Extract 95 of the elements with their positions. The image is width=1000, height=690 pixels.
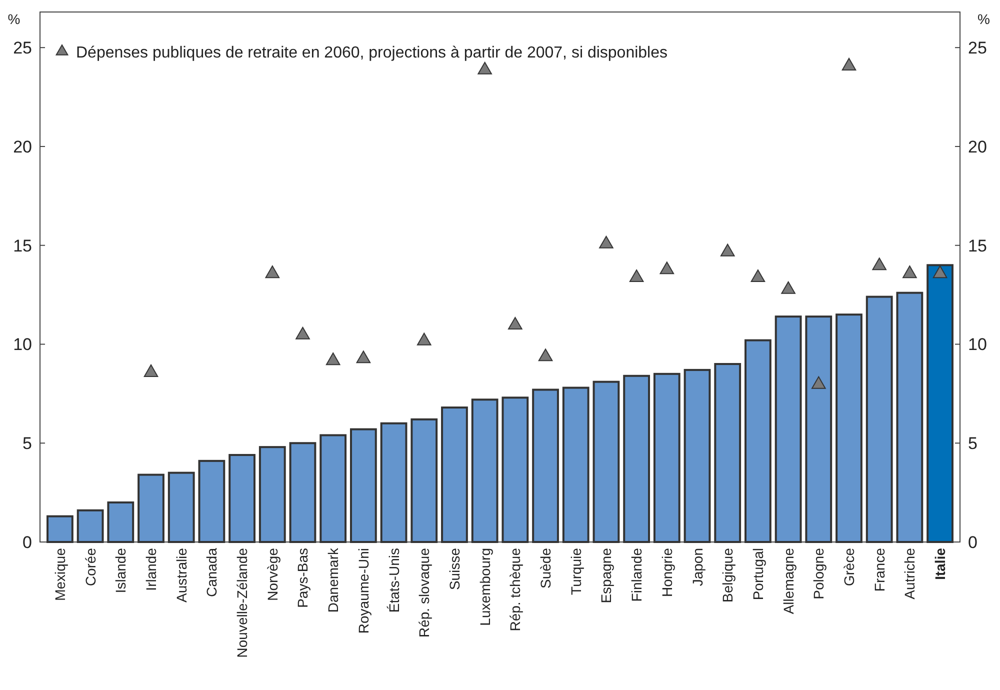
x-tick-label: Nouvelle-Zélande — [234, 548, 250, 658]
bar — [532, 388, 559, 543]
point — [660, 262, 674, 274]
x-tick-label: Allemagne — [780, 548, 796, 614]
x-tick-label: Japon — [689, 548, 706, 586]
bar — [258, 446, 286, 543]
x-tick-label: Rép. slovaque — [416, 548, 432, 638]
x-tick-label: Corée — [82, 548, 98, 586]
y-tick-label: 0 — [22, 532, 32, 552]
legend-label: Dépenses publiques de retraite en 2060, projections à partir de 2007, si disponibles — [76, 44, 668, 62]
point — [842, 58, 856, 70]
bar — [805, 316, 832, 543]
bar — [46, 515, 74, 543]
x-tick-label: Irlande — [143, 548, 160, 591]
point — [508, 316, 522, 330]
bar — [592, 380, 620, 543]
y-tick-label: 25 — [13, 38, 32, 58]
bar — [684, 368, 711, 543]
x-tick-label: Royaume-Uni — [355, 548, 372, 634]
bar — [168, 472, 195, 543]
bar — [653, 372, 680, 543]
x-tick-label: Turquie — [568, 548, 584, 595]
y2-axis-title: % — [978, 11, 990, 27]
y-tick-label: 10 — [13, 335, 32, 354]
x-tick-label: Mexique — [52, 548, 68, 601]
bar — [138, 474, 164, 543]
y2-tick-label: 0 — [968, 532, 978, 552]
bar — [623, 374, 650, 543]
bar — [926, 264, 954, 543]
x-tick-label: Italie — [932, 548, 948, 580]
point — [932, 266, 948, 278]
point — [265, 266, 280, 278]
x-tick-label: France — [871, 548, 888, 592]
bar — [76, 509, 104, 543]
x-tick-label: Suisse — [446, 548, 462, 590]
bar — [350, 428, 377, 543]
bar — [774, 316, 802, 543]
bar — [441, 406, 468, 543]
point — [629, 270, 644, 282]
x-tick-label: Rép. tchèque — [507, 548, 524, 632]
x-tick-label: Suède — [538, 548, 554, 588]
point — [296, 326, 310, 340]
point — [720, 244, 735, 256]
y-tick-label: 5 — [22, 434, 32, 454]
point — [356, 350, 371, 364]
bar — [866, 296, 893, 543]
bar — [562, 386, 590, 543]
y-axis-title: % — [8, 11, 20, 27]
bar — [896, 292, 924, 543]
point — [750, 270, 766, 282]
y2-tick-label: 25 — [968, 38, 987, 58]
x-tick-label: Australie — [173, 548, 190, 602]
y2-tick-label: 5 — [968, 434, 978, 454]
x-tick-label: Pologne — [810, 548, 827, 600]
bar — [380, 422, 408, 543]
point — [326, 352, 340, 366]
point — [902, 266, 917, 278]
x-tick-label: Finlande — [628, 548, 645, 602]
x-tick-label: Canada — [204, 548, 220, 598]
y-tick-label: 20 — [13, 137, 32, 156]
x-tick-label: Luxembourg — [476, 548, 493, 626]
bar — [107, 501, 134, 543]
point — [478, 62, 492, 74]
x-tick-label: États-Unis — [386, 548, 402, 613]
bar — [836, 314, 862, 543]
y2-tick-label: 10 — [968, 335, 987, 354]
y2-tick-label: 15 — [968, 236, 987, 256]
bar — [320, 434, 347, 543]
x-tick-label: Autriche — [902, 548, 918, 600]
point — [144, 364, 158, 377]
bar — [744, 339, 772, 543]
y-tick-label: 15 — [13, 236, 32, 256]
x-tick-label: Portugal — [750, 548, 766, 600]
x-tick-label: Grèce — [840, 548, 857, 586]
bar — [714, 363, 742, 543]
x-tick-label: Hongrie — [658, 548, 675, 598]
point — [812, 376, 826, 389]
x-tick-label: Danemark — [325, 547, 342, 613]
bar — [289, 442, 316, 543]
point — [599, 236, 614, 248]
y2-tick-label: 20 — [968, 137, 987, 156]
bar — [410, 418, 438, 543]
x-tick-label: Norvège — [264, 548, 280, 601]
point — [781, 281, 796, 294]
bar — [502, 396, 529, 543]
point — [538, 348, 553, 362]
point — [872, 258, 886, 270]
bar — [198, 460, 226, 543]
point — [416, 332, 432, 346]
bar — [471, 398, 498, 543]
x-tick-label: Pays-Bas — [294, 548, 311, 608]
x-tick-label: Islande — [112, 548, 129, 594]
bar — [228, 454, 256, 543]
x-tick-label: Belgique — [720, 548, 736, 602]
x-tick-label: Espagne — [598, 548, 614, 604]
